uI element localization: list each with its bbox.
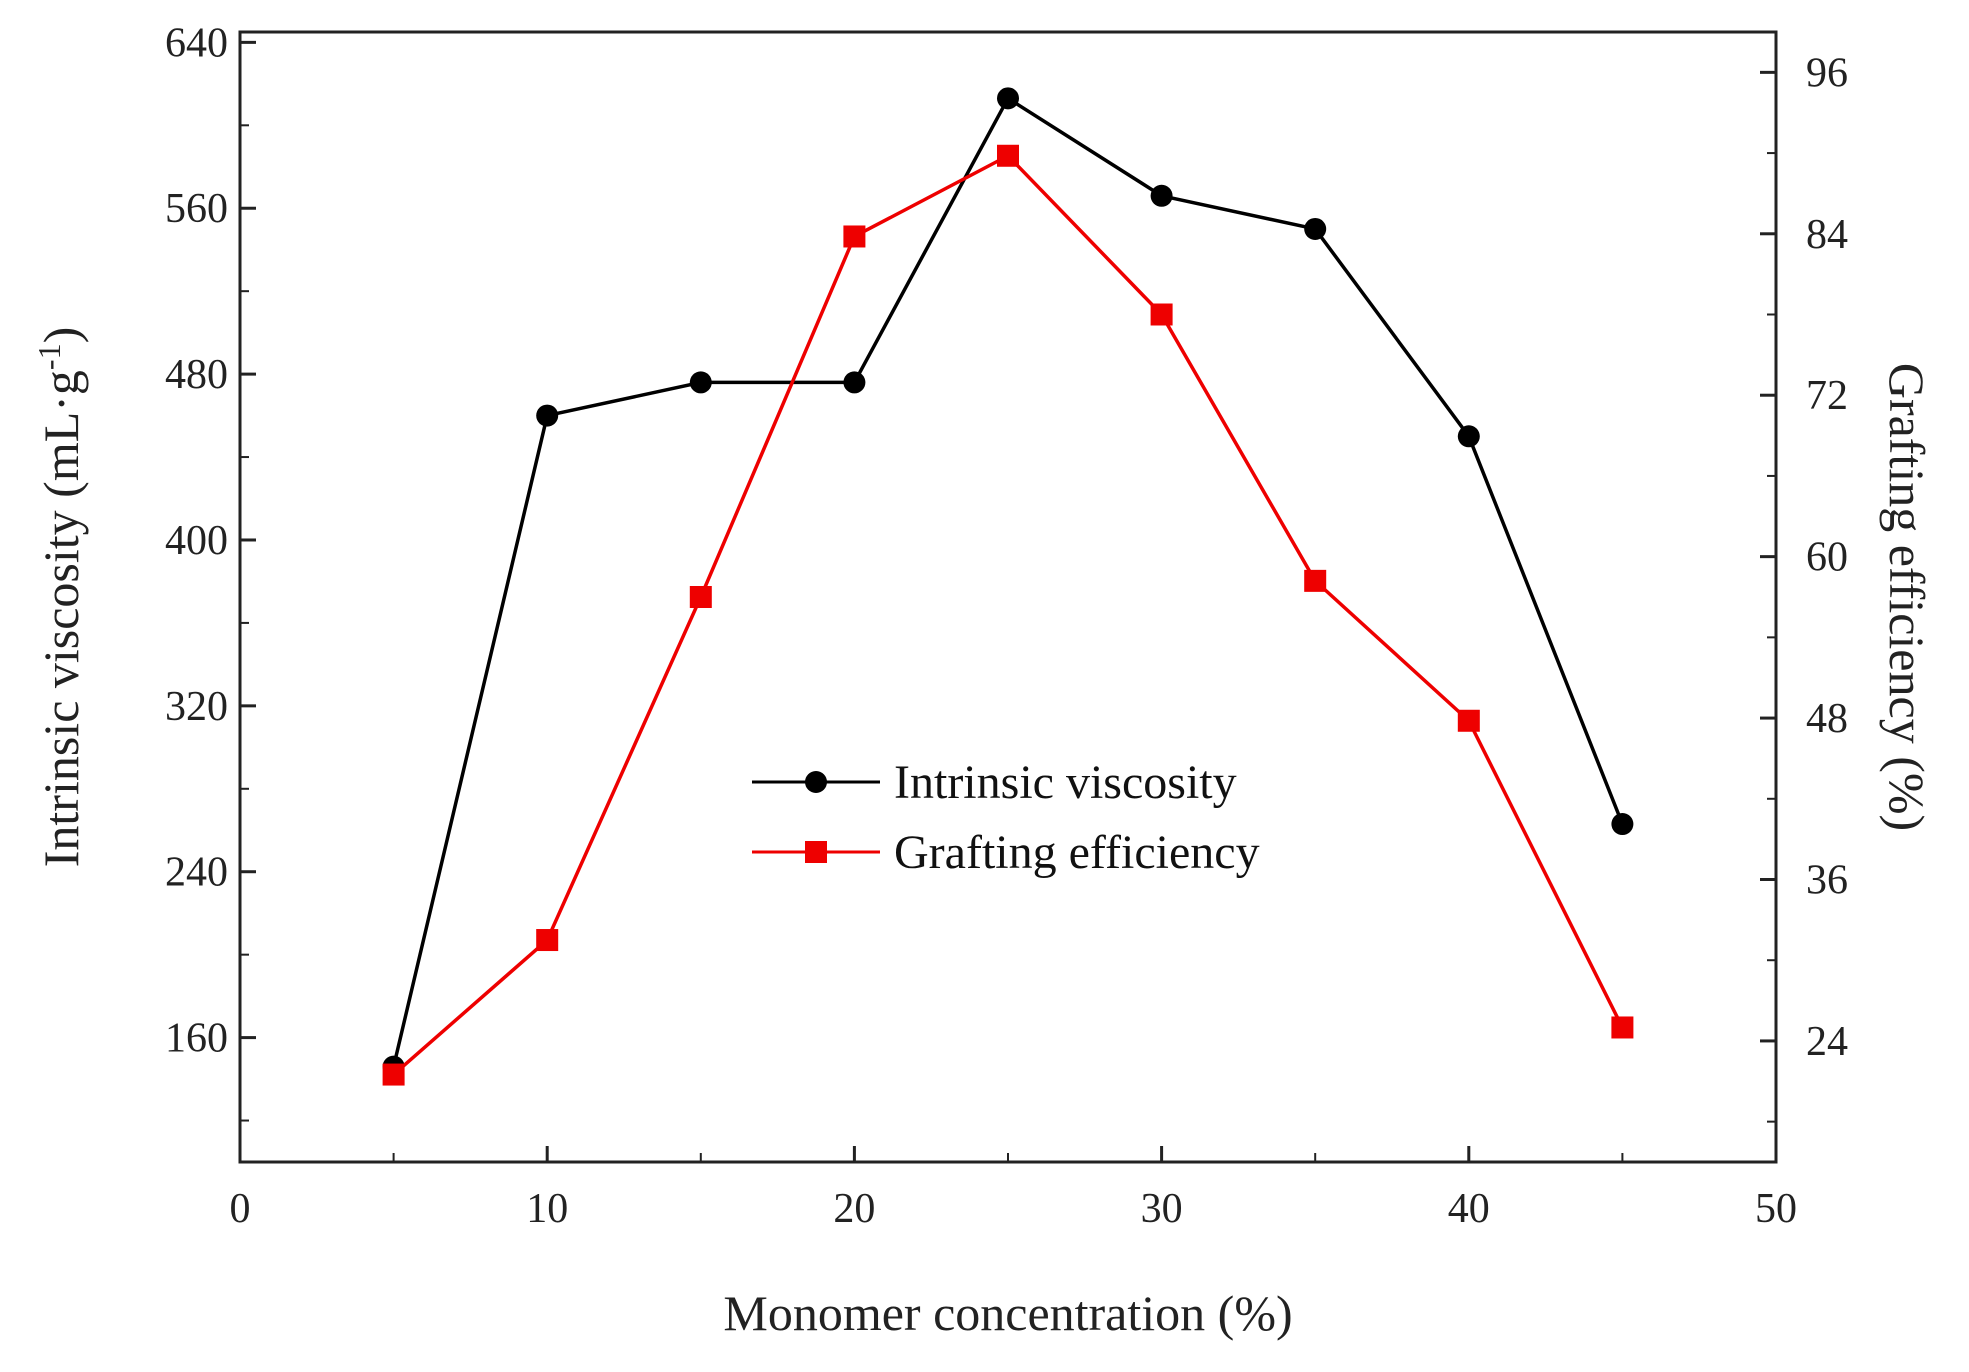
grafting-efficiency-point [1304, 569, 1327, 592]
grafting-efficiency-point [1150, 303, 1173, 326]
grafting-efficiency-point [1457, 709, 1480, 732]
x-tick-label: 50 [1755, 1186, 1797, 1232]
intrinsic-viscosity-point [1457, 425, 1480, 448]
y-left-tick-label: 640 [165, 20, 228, 66]
legend-marker-intrinsic-viscosity [805, 771, 827, 793]
y-axis-left-title-sup: -1 [31, 343, 67, 370]
y-left-tick-label: 240 [165, 850, 228, 896]
ticks-layer: 0 10 20 30 40 50 160 240 320 400 480 560 640 24 36 48 60… [165, 20, 1848, 1232]
y-right-tick-label: 24 [1806, 1019, 1848, 1065]
y-right-tick-label: 60 [1806, 535, 1848, 581]
y-left-tick-label: 400 [165, 518, 228, 564]
intrinsic-viscosity-point [997, 87, 1019, 110]
y-right-tick-label: 96 [1806, 50, 1848, 96]
grafting-efficiency-point [689, 586, 712, 608]
intrinsic-viscosity-point [1611, 813, 1634, 836]
legend-marker-grafting-efficiency [805, 841, 827, 863]
y-axis-left-title: Intrinsic viscosity (mL·g-1) [31, 327, 89, 867]
legend: Intrinsic viscosity Grafting efficiency [752, 756, 1260, 879]
intrinsic-viscosity-line [391, 96, 1625, 1068]
x-tick-label: 40 [1448, 1186, 1490, 1232]
grafting-efficiency-point [1611, 1016, 1634, 1039]
y-right-tick-label: 36 [1806, 858, 1848, 904]
grafting-efficiency-point [843, 225, 866, 248]
grafting-efficiency-point [536, 929, 559, 952]
legend-label-intrinsic-viscosity: Intrinsic viscosity [894, 756, 1237, 809]
x-tick-label: 0 [230, 1186, 251, 1232]
x-tick-label: 10 [526, 1186, 568, 1232]
y-axis-left-title-end: ) [33, 327, 89, 344]
series-layer [382, 87, 1634, 1086]
grafting-efficiency-point [997, 144, 1019, 167]
y-left-tick-label: 560 [165, 186, 228, 232]
intrinsic-viscosity-point [1304, 217, 1327, 240]
y-left-tick-label: 320 [165, 684, 228, 730]
plot-frame [238, 30, 1778, 1164]
intrinsic-viscosity-point [689, 371, 712, 394]
intrinsic-viscosity-point [536, 404, 559, 427]
y-left-tick-label: 160 [165, 1016, 228, 1062]
y-right-tick-label: 84 [1806, 212, 1848, 258]
legend-label-grafting-efficiency: Grafting efficiency [894, 826, 1260, 879]
y-axis-right-title: Grafting efficiency (%) [1879, 363, 1935, 831]
y-axis-left-title-main: Intrinsic viscosity (mL·g [33, 370, 89, 867]
x-tick-label: 30 [1141, 1186, 1183, 1232]
grafting-efficiency-line [392, 154, 1624, 1076]
grafting-efficiency-point [382, 1063, 405, 1086]
x-tick-label: 20 [833, 1186, 875, 1232]
intrinsic-viscosity-point [1150, 184, 1173, 207]
intrinsic-viscosity-point [843, 371, 866, 394]
y-right-tick-label: 72 [1806, 373, 1848, 419]
x-axis-title: Monomer concentration (%) [723, 1285, 1292, 1341]
y-left-tick-label: 480 [165, 352, 228, 398]
y-right-tick-label: 48 [1806, 696, 1848, 742]
